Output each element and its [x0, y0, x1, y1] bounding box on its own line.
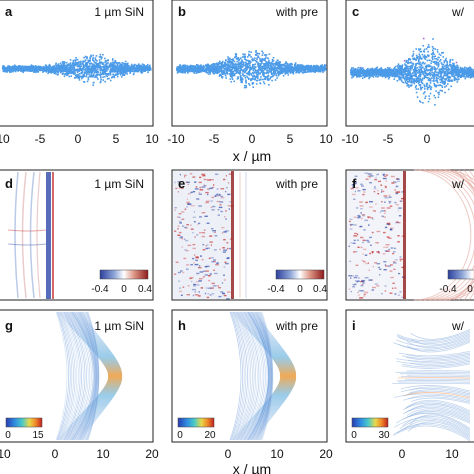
tick-b-4: 10 — [319, 132, 333, 146]
panel-d-letter: d — [5, 176, 13, 191]
tick-g-0: 10 — [0, 447, 11, 461]
tick-b-3: 5 — [287, 132, 294, 146]
panel-a-tag: 1 µm SiN — [94, 5, 144, 19]
tick-h-2: 20 — [319, 447, 333, 461]
panel-i-tag: w/ — [451, 319, 465, 333]
tick-a-2: 0 — [75, 132, 82, 146]
panel-h-cb-max: 20 — [204, 430, 216, 441]
panel-i: i w/ 0 30 — [345, 309, 474, 443]
panel-h-colorbar — [177, 417, 215, 428]
panel-e-colorbar — [275, 269, 325, 280]
panel-i-cb-max: 30 — [378, 430, 390, 441]
row1-x-ticks: 10 -5 0 5 10 -10 -5 0 5 10 -10 -5 0 — [0, 132, 431, 146]
panel-h-tag: with pre — [275, 319, 318, 333]
row1-xlabel: x / µm — [233, 148, 271, 164]
tick-i-1: 10 — [445, 447, 459, 461]
panel-f-cb-min: -0.4 — [439, 284, 457, 295]
tick-c-1: -5 — [383, 132, 394, 146]
panel-g: g 1 µm SiN 0 15 — [0, 309, 154, 443]
tick-b-0: -10 — [167, 132, 185, 146]
panel-e-cb-min: -0.4 — [267, 284, 285, 295]
tick-h-1: 10 — [270, 447, 284, 461]
tick-h-0: 0 — [225, 447, 232, 461]
panel-b-tag: with pre — [275, 5, 318, 19]
tick-a-3: 5 — [113, 132, 120, 146]
panel-i-cb-min: 0 — [351, 430, 357, 441]
panel-h-letter: h — [178, 318, 186, 333]
panel-e-field — [173, 171, 247, 300]
panel-h-cb-min: 0 — [177, 430, 183, 441]
panel-i-colorbar — [351, 417, 389, 428]
tick-i-0: 0 — [399, 447, 406, 461]
panel-d-cb-mid: 0 — [121, 284, 127, 295]
panel-i-rays — [392, 329, 471, 442]
panel-e: e with pre -0.4 0 0.4 — [171, 169, 328, 301]
panel-h-rays — [229, 311, 274, 441]
panel-d-cb-min: -0.4 — [91, 284, 109, 295]
panel-b-frame — [171, 0, 328, 127]
panel-h: h with pre 0 20 — [171, 309, 328, 443]
panel-d: d 1 µm SiN -0.4 0 0.4 — [0, 169, 154, 301]
panel-f-colorbar — [447, 269, 474, 280]
tick-g-3: 20 — [145, 447, 159, 461]
panel-a-scatter — [2, 53, 152, 86]
panel-c-scatter — [350, 37, 474, 106]
panel-a-frame — [0, 0, 154, 127]
panel-c: c w/ — [345, 0, 474, 127]
tick-g-2: 10 — [96, 447, 110, 461]
panel-g-cb-min: 0 — [5, 430, 11, 441]
panel-g-band — [58, 312, 123, 440]
panel-f-letter: f — [352, 176, 357, 191]
panel-d-colorbar — [99, 269, 149, 280]
panel-d-field — [7, 171, 54, 299]
panel-f: f w/ -0.4 0 — [345, 169, 474, 301]
panel-e-cb-mid: 0 — [297, 284, 303, 295]
panel-b-letter: b — [178, 4, 186, 19]
tick-b-1: -5 — [209, 132, 220, 146]
panel-g-colorbar — [5, 417, 43, 428]
tick-c-0: -10 — [341, 132, 359, 146]
panel-g-letter: g — [5, 318, 13, 333]
panel-b: b with pre — [171, 0, 328, 127]
panel-g-tag: 1 µm SiN — [94, 319, 144, 333]
panel-d-tag: 1 µm SiN — [94, 177, 144, 191]
row3-x-ticks: 10 0 10 20 0 10 20 0 10 — [0, 447, 459, 461]
panel-c-letter: c — [352, 4, 359, 19]
panel-c-tag: w/ — [451, 5, 465, 19]
panel-g-cb-max: 15 — [32, 430, 44, 441]
panel-a: a 1 µm SiN — [0, 0, 154, 127]
panel-e-cb-max: 0.4 — [313, 284, 327, 295]
row3-xlabel: x / µm — [233, 461, 271, 474]
tick-a-0: 10 — [0, 132, 10, 146]
panel-c-frame — [345, 0, 474, 127]
tick-a-4: 10 — [145, 132, 159, 146]
panel-f-cb-mid: 0 — [467, 284, 473, 295]
panel-i-letter: i — [352, 318, 356, 333]
tick-g-1: 0 — [52, 447, 59, 461]
tick-a-1: -5 — [35, 132, 46, 146]
panel-f-tag: w/ — [451, 177, 465, 191]
tick-c-2: 0 — [424, 132, 431, 146]
panel-a-letter: a — [5, 4, 13, 19]
panel-d-cb-max: 0.4 — [138, 284, 152, 295]
panel-h-band — [232, 312, 297, 440]
panel-e-tag: with pre — [275, 177, 318, 191]
panel-b-scatter — [176, 49, 327, 89]
panel-f-field — [347, 169, 474, 301]
panel-e-letter: e — [178, 176, 185, 191]
panel-g-rays — [55, 311, 100, 441]
tick-b-2: 0 — [249, 132, 256, 146]
